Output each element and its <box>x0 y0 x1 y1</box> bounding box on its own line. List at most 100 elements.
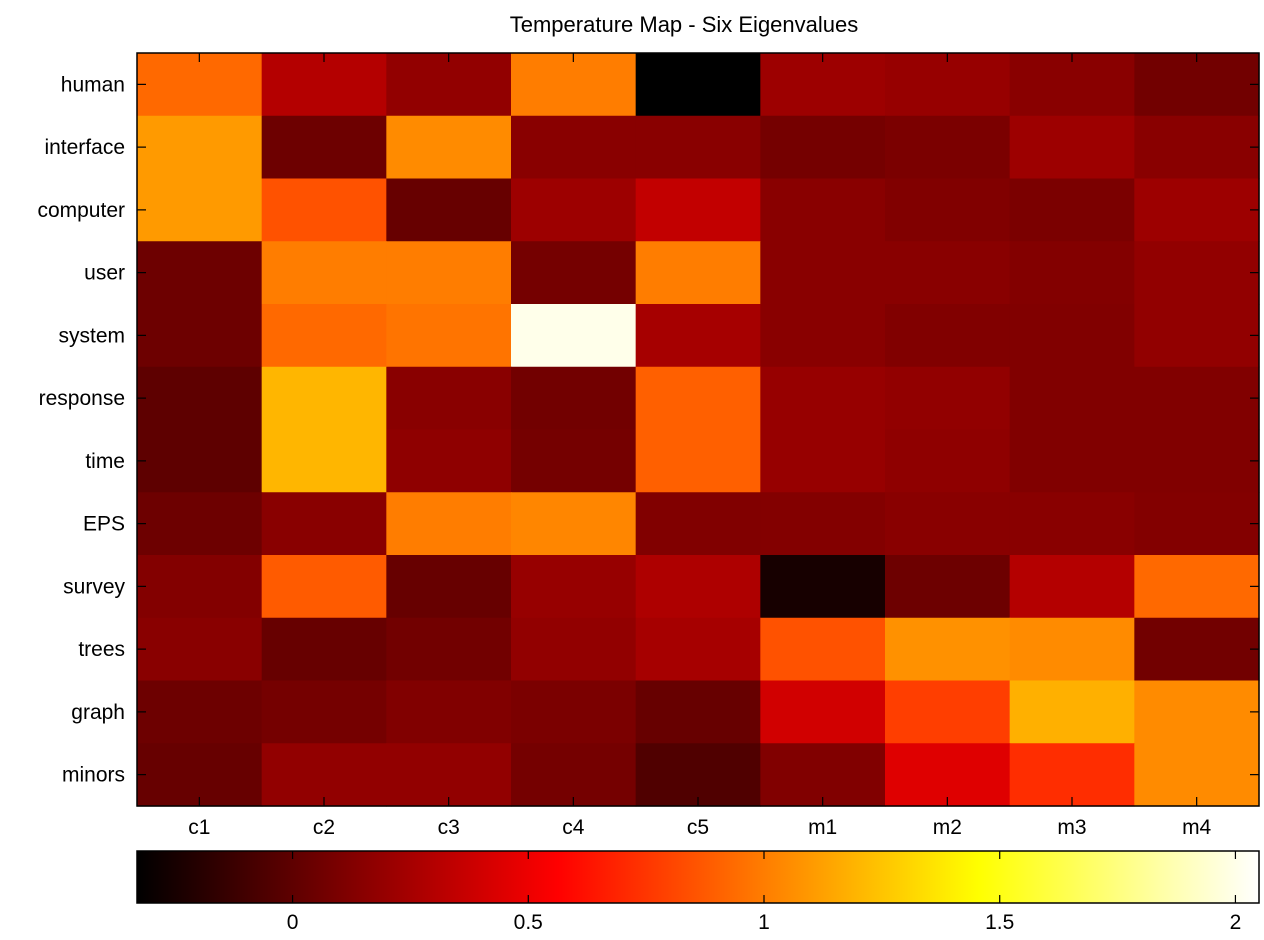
colorbar-tick-label: 1.5 <box>985 911 1014 934</box>
heatmap-cell-interface-m2 <box>885 115 1011 180</box>
heatmap-cell-system-c4 <box>511 304 637 368</box>
chart-title: Temperature Map - Six Eigenvalues <box>510 12 859 37</box>
heatmap-cell-interface-c2 <box>261 115 387 180</box>
heatmap-cell-response-m1 <box>760 366 886 431</box>
heatmap-cell-minors-c3 <box>386 743 512 807</box>
x-tick-label: c3 <box>438 816 460 839</box>
heatmap-cell-human-c4 <box>511 53 637 117</box>
colorbar-tick-label: 1 <box>758 911 770 934</box>
heatmap-cell-system-m1 <box>760 304 886 368</box>
heatmap-cell-graph-m2 <box>885 680 1011 744</box>
y-tick-label: minors <box>62 764 125 787</box>
heatmap-cell-interface-m3 <box>1009 115 1135 180</box>
heatmap-cell-graph-c3 <box>386 680 512 744</box>
heatmap-cell-interface-c3 <box>386 115 512 180</box>
heatmap-cell-response-m3 <box>1009 366 1135 431</box>
heatmap-cell-EPS-c3 <box>386 492 512 556</box>
colorbar-gradient <box>136 850 1260 904</box>
x-tick-label: m4 <box>1182 816 1211 839</box>
heatmap-cell-graph-m4 <box>1134 680 1260 744</box>
heatmap-cell-graph-c4 <box>511 680 637 744</box>
heatmap-cell-minors-m4 <box>1134 743 1260 807</box>
heatmap-cell-survey-c1 <box>137 555 263 619</box>
heatmap-cell-system-c3 <box>386 304 512 368</box>
heatmap-cell-response-c2 <box>261 366 387 431</box>
heatmap-cell-system-m4 <box>1134 304 1260 368</box>
x-tick-label: m3 <box>1057 816 1086 839</box>
heatmap-cell-response-m2 <box>885 366 1011 431</box>
heatmap-cell-human-m3 <box>1009 53 1135 117</box>
y-tick-label: EPS <box>83 513 125 536</box>
heatmap-cell-user-c5 <box>635 241 761 305</box>
heatmap-cell-user-m1 <box>760 241 886 305</box>
y-tick-label: human <box>61 73 125 96</box>
heatmap-cell-time-c2 <box>261 429 387 493</box>
heatmap-cell-response-c1 <box>137 366 263 431</box>
y-tick-label: trees <box>78 638 125 661</box>
heatmap-cell-minors-m3 <box>1009 743 1135 807</box>
heatmap-cell-response-c4 <box>511 366 637 431</box>
y-tick-label: survey <box>63 575 125 598</box>
heatmap-cell-minors-m1 <box>760 743 886 807</box>
y-tick-label: user <box>84 262 125 285</box>
heatmap-cell-interface-m4 <box>1134 115 1260 180</box>
heatmap-cell-survey-c3 <box>386 555 512 619</box>
y-tick-label: computer <box>37 199 125 222</box>
heatmap-cell-system-m2 <box>885 304 1011 368</box>
heatmap-cell-trees-m3 <box>1009 617 1135 682</box>
heatmap-cell-graph-m3 <box>1009 680 1135 744</box>
x-axis: c1 c2 c3 c4 c5 m1 m2 m3 m4 <box>188 53 1212 839</box>
heatmap-cell-EPS-c4 <box>511 492 637 556</box>
heatmap-cell-EPS-c1 <box>137 492 263 556</box>
y-tick-label: system <box>58 324 125 347</box>
heatmap-cell-user-c4 <box>511 241 637 305</box>
heatmap-cell-user-m2 <box>885 241 1011 305</box>
heatmap-cell-time-c5 <box>635 429 761 493</box>
heatmap-cell-time-m1 <box>760 429 886 493</box>
heatmap-cell-minors-c4 <box>511 743 637 807</box>
heatmap-cell-minors-m2 <box>885 743 1011 807</box>
heatmap-cell-interface-c4 <box>511 115 637 180</box>
heatmap-cell-computer-c3 <box>386 178 512 242</box>
y-tick-label: graph <box>71 701 125 724</box>
heatmap-cell-trees-c2 <box>261 617 387 682</box>
heatmap-cell-human-m2 <box>885 53 1011 117</box>
heatmap-cell-graph-c2 <box>261 680 387 744</box>
y-tick-label: time <box>85 450 125 473</box>
heatmap-cell-minors-c2 <box>261 743 387 807</box>
heatmap-cell-system-m3 <box>1009 304 1135 368</box>
heatmap-cell-time-c3 <box>386 429 512 493</box>
heatmap-cell-computer-m4 <box>1134 178 1260 242</box>
heatmap-cell-EPS-m3 <box>1009 492 1135 556</box>
heatmap-cell-trees-c4 <box>511 617 637 682</box>
heatmap-cell-human-m4 <box>1134 53 1260 117</box>
heatmap-cell-computer-m3 <box>1009 178 1135 242</box>
x-tick-label: m2 <box>933 816 962 839</box>
heatmap-cell-trees-c5 <box>635 617 761 682</box>
heatmap-cell-time-m3 <box>1009 429 1135 493</box>
heatmap-cell-survey-c4 <box>511 555 637 619</box>
heatmap-cell-computer-c2 <box>261 178 387 242</box>
heatmap-cell-minors-c5 <box>635 743 761 807</box>
heatmap-cell-survey-m3 <box>1009 555 1135 619</box>
heatmap-cell-response-c3 <box>386 366 512 431</box>
heatmap-cell-trees-m4 <box>1134 617 1260 682</box>
heatmap-cell-survey-c5 <box>635 555 761 619</box>
x-tick-label: c5 <box>687 816 709 839</box>
heatmap-cell-system-c2 <box>261 304 387 368</box>
heatmap-cell-interface-c1 <box>137 115 263 180</box>
heatmap-cell-computer-m2 <box>885 178 1011 242</box>
heatmap-cell-survey-m1 <box>760 555 886 619</box>
heatmap-cell-human-c1 <box>137 53 263 117</box>
heatmap-cells <box>137 53 1260 807</box>
heatmap-cell-human-c3 <box>386 53 512 117</box>
heatmap-cell-time-c4 <box>511 429 637 493</box>
x-tick-label: c2 <box>313 816 335 839</box>
heatmap-cell-user-c1 <box>137 241 263 305</box>
heatmap-cell-response-c5 <box>635 366 761 431</box>
heatmap-cell-system-c1 <box>137 304 263 368</box>
heatmap-cell-user-c2 <box>261 241 387 305</box>
heatmap-cell-interface-c5 <box>635 115 761 180</box>
colorbar-tick-label: 0.5 <box>514 911 543 934</box>
y-tick-label: interface <box>44 136 125 159</box>
